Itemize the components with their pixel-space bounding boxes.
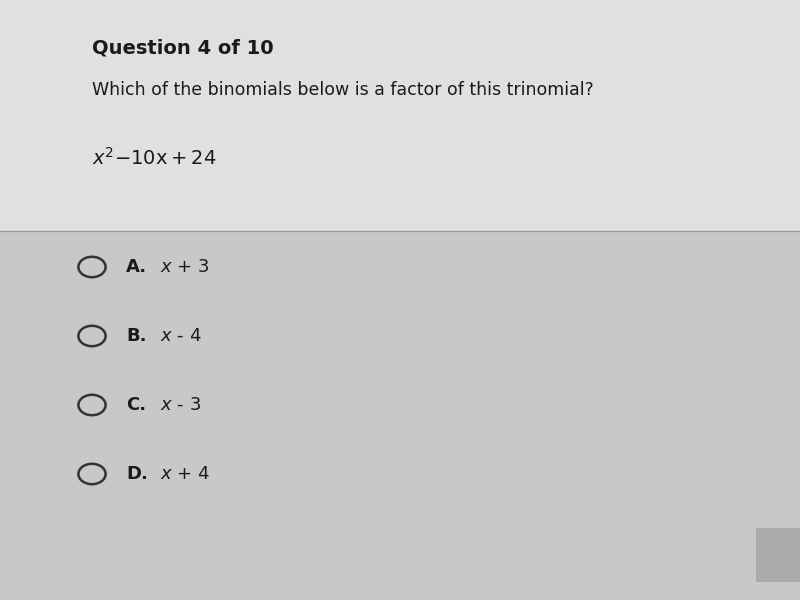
Text: B.: B. [126,327,147,345]
Bar [756,528,800,582]
Text: $x$ - 3: $x$ - 3 [160,396,201,414]
Text: $x$ + 4: $x$ + 4 [160,465,210,483]
Text: Question 4 of 10: Question 4 of 10 [92,39,274,58]
Text: D.: D. [126,465,148,483]
Text: A.: A. [126,258,147,276]
Text: $x$ + 3: $x$ + 3 [160,258,210,276]
Text: $x$ - 4: $x$ - 4 [160,327,202,345]
Text: $x^2$$\mathregular{-}$$\mathregular{10x+24}$: $x^2$$\mathregular{-}$$\mathregular{10x+… [92,147,217,169]
Bar [0,231,800,600]
Text: Which of the binomials below is a factor of this trinomial?: Which of the binomials below is a factor… [92,81,594,99]
Text: C.: C. [126,396,146,414]
Bar [0,0,800,231]
